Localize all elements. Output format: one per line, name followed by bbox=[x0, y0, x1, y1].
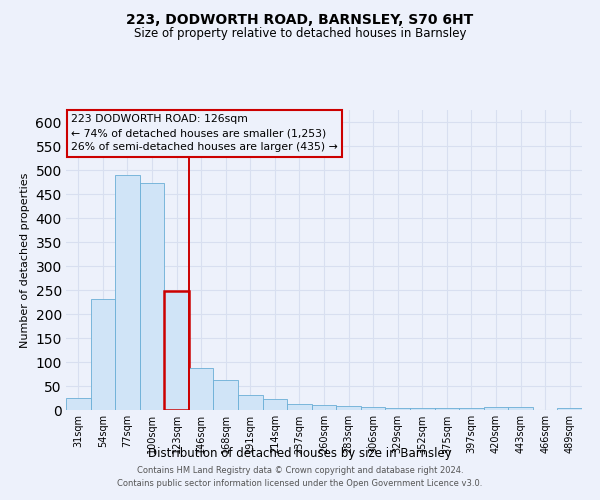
Bar bbox=[557, 408, 582, 410]
Bar bbox=[336, 406, 361, 410]
Bar bbox=[91, 298, 115, 410]
Y-axis label: Number of detached properties: Number of detached properties bbox=[20, 172, 30, 348]
Bar bbox=[66, 398, 91, 410]
Bar bbox=[385, 408, 410, 410]
Bar bbox=[189, 368, 214, 410]
Text: Size of property relative to detached houses in Barnsley: Size of property relative to detached ho… bbox=[134, 28, 466, 40]
Bar bbox=[484, 406, 508, 410]
Bar bbox=[140, 184, 164, 410]
Text: Contains HM Land Registry data © Crown copyright and database right 2024.
Contai: Contains HM Land Registry data © Crown c… bbox=[118, 466, 482, 487]
Bar bbox=[410, 408, 434, 410]
Text: 223 DODWORTH ROAD: 126sqm
← 74% of detached houses are smaller (1,253)
26% of se: 223 DODWORTH ROAD: 126sqm ← 74% of detac… bbox=[71, 114, 338, 152]
Text: Distribution of detached houses by size in Barnsley: Distribution of detached houses by size … bbox=[148, 448, 452, 460]
Bar bbox=[508, 406, 533, 410]
Bar bbox=[238, 395, 263, 410]
Bar bbox=[214, 380, 238, 410]
Bar bbox=[164, 291, 189, 410]
Bar bbox=[361, 406, 385, 410]
Text: 223, DODWORTH ROAD, BARNSLEY, S70 6HT: 223, DODWORTH ROAD, BARNSLEY, S70 6HT bbox=[127, 12, 473, 26]
Bar bbox=[263, 399, 287, 410]
Bar bbox=[459, 408, 484, 410]
Bar bbox=[287, 404, 312, 410]
Bar bbox=[434, 408, 459, 410]
Bar bbox=[115, 175, 140, 410]
Bar bbox=[312, 404, 336, 410]
